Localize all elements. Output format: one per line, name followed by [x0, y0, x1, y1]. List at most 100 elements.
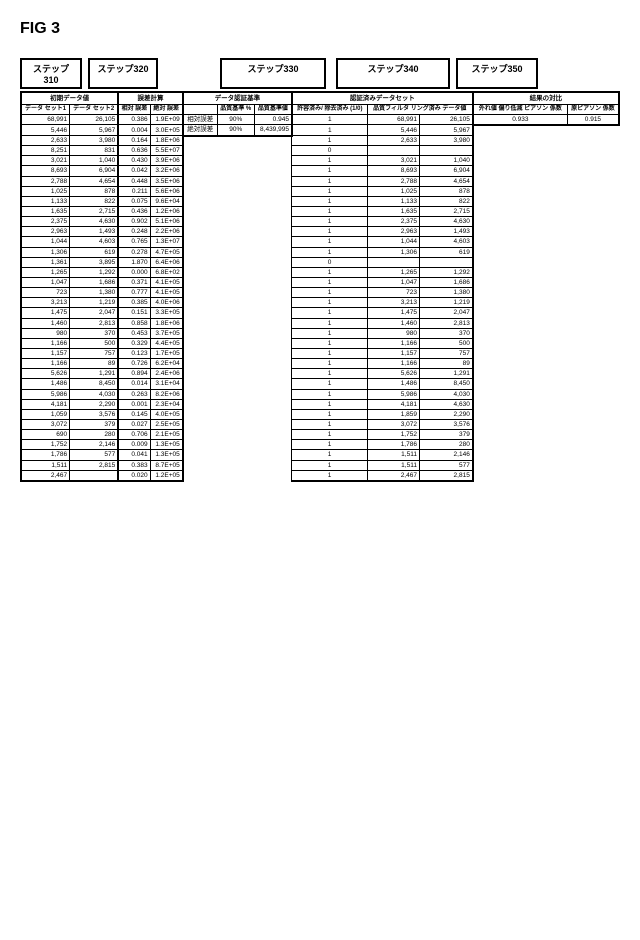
data-cell: 0.777	[118, 288, 150, 298]
data-cell: 1.3E+05	[150, 450, 183, 460]
data-cell: 0.014	[118, 379, 150, 389]
data-cell: 1,752	[21, 440, 70, 450]
data-cell: 1,380	[419, 288, 472, 298]
data-cell	[473, 125, 619, 481]
data-cell: 1,460	[21, 318, 70, 328]
data-cell: 8.7E+05	[150, 460, 183, 470]
data-cell: 4,603	[419, 237, 472, 247]
col-qval: 品質基準値	[254, 105, 292, 115]
data-cell: 1,265	[367, 267, 419, 277]
data-cell: 0.765	[118, 237, 150, 247]
data-cell: 0.004	[118, 125, 150, 136]
col-relerr: 相対 誤差	[118, 105, 150, 115]
col-abserr: 絶対 誤差	[150, 105, 183, 115]
group-compare: 結果の対比	[473, 92, 619, 105]
data-cell: 0.636	[118, 146, 150, 156]
data-cell: 822	[70, 196, 119, 206]
data-cell: 1,157	[21, 348, 70, 358]
data-cell: 0.453	[118, 328, 150, 338]
data-cell: 0.329	[118, 338, 150, 348]
data-cell	[367, 146, 419, 156]
data-cell: 1	[292, 369, 367, 379]
data-cell: 3,213	[21, 298, 70, 308]
data-cell: 3,021	[367, 156, 419, 166]
data-cell: 相対誤差	[183, 114, 217, 125]
data-cell: 0.041	[118, 450, 150, 460]
data-cell: 0.000	[118, 267, 150, 277]
data-cell: 4.0E+05	[150, 409, 183, 419]
data-cell: 1	[292, 237, 367, 247]
data-cell: 2,047	[419, 308, 472, 318]
data-cell: 2.3E+04	[150, 399, 183, 409]
data-cell: 1	[292, 196, 367, 206]
data-cell: 1	[292, 318, 367, 328]
data-cell: 0.020	[118, 470, 150, 481]
data-cell: 1,752	[367, 430, 419, 440]
data-cell: 1,635	[21, 207, 70, 217]
data-cell: 1	[292, 379, 367, 389]
data-cell: 1,292	[419, 267, 472, 277]
data-cell: 4.0E+06	[150, 298, 183, 308]
data-cell	[419, 257, 472, 267]
data-cell: 1,493	[419, 227, 472, 237]
data-cell: 723	[367, 288, 419, 298]
data-cell: 3,576	[70, 409, 119, 419]
data-cell: 1	[292, 430, 367, 440]
data-cell: 0.211	[118, 186, 150, 196]
data-cell: 8.2E+06	[150, 389, 183, 399]
data-cell: 878	[70, 186, 119, 196]
data-cell: 1	[292, 166, 367, 176]
data-cell: 2,047	[70, 308, 119, 318]
data-cell: 3,576	[419, 419, 472, 429]
data-cell: 1	[292, 389, 367, 399]
data-cell: 4.1E+05	[150, 277, 183, 287]
data-cell: 0.386	[118, 114, 150, 125]
data-cell: 89	[419, 359, 472, 369]
data-cell: 1,511	[21, 460, 70, 470]
data-cell: 1,686	[70, 277, 119, 287]
data-cell: 8,251	[21, 146, 70, 156]
step-350-box: ステップ350	[456, 58, 538, 89]
data-cell: 1,292	[70, 267, 119, 277]
data-cell: 2,633	[21, 136, 70, 146]
data-cell: 1.870	[118, 257, 150, 267]
data-cell: 1,291	[70, 369, 119, 379]
col-blank1	[183, 105, 217, 115]
data-cell: 1	[292, 247, 367, 257]
data-cell: 1	[292, 267, 367, 277]
data-cell: 2,467	[367, 470, 419, 481]
data-cell: 5.6E+06	[150, 186, 183, 196]
data-cell: 68,991	[21, 114, 70, 125]
data-cell: 4,181	[21, 399, 70, 409]
data-cell: 5,626	[367, 369, 419, 379]
data-cell: 絶対誤差	[183, 125, 217, 136]
data-cell: 619	[419, 247, 472, 257]
data-cell: 1	[292, 440, 367, 450]
data-cell: 1,133	[367, 196, 419, 206]
data-cell: 4,654	[70, 176, 119, 186]
data-cell	[367, 257, 419, 267]
data-cell: 980	[367, 328, 419, 338]
data-cell: 5,626	[21, 369, 70, 379]
data-cell: 2.2E+06	[150, 227, 183, 237]
data-cell: 2,815	[419, 470, 472, 481]
data-cell: 6,904	[70, 166, 119, 176]
col-filtered: 品質フィルタ リング済み データ値	[367, 105, 473, 115]
data-cell: 5.1E+06	[150, 217, 183, 227]
fig-label: FIG 3	[20, 20, 620, 38]
data-cell: 0.123	[118, 348, 150, 358]
data-cell: 1,047	[21, 277, 70, 287]
data-cell: 0.145	[118, 409, 150, 419]
data-cell: 0	[292, 257, 367, 267]
data-cell: 0.263	[118, 389, 150, 399]
step-320-box: ステップ320	[88, 58, 158, 89]
data-cell: 2,146	[70, 440, 119, 450]
data-cell: 1	[292, 409, 367, 419]
data-cell: 0.726	[118, 359, 150, 369]
data-cell: 1.8E+06	[150, 318, 183, 328]
data-cell: 2,290	[419, 409, 472, 419]
data-cell: 1	[292, 136, 367, 146]
data-cell: 1	[292, 156, 367, 166]
data-cell: 4,030	[70, 389, 119, 399]
data-cell: 0.915	[567, 114, 619, 125]
